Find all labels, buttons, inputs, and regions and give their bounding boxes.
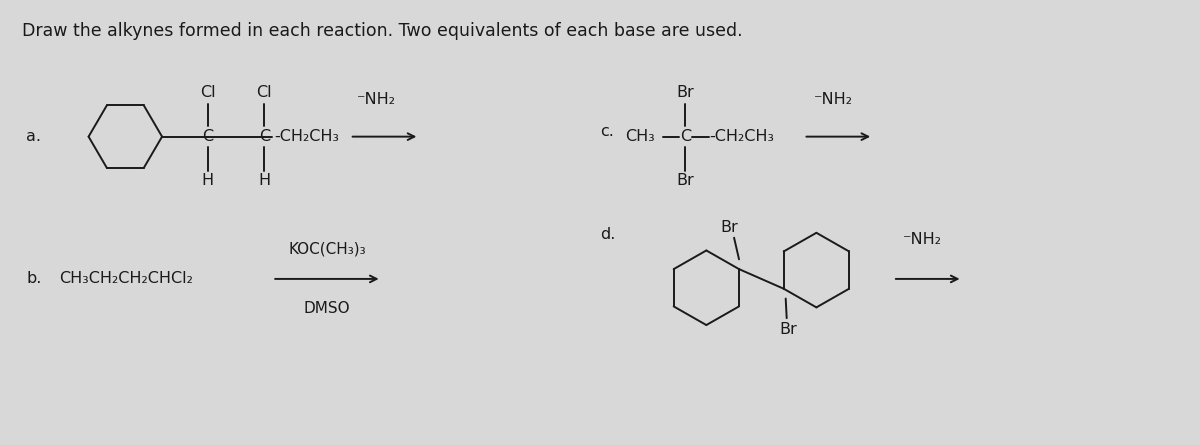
Text: KOC(CH₃)₃: KOC(CH₃)₃ [288,241,366,256]
Text: Br: Br [780,323,798,337]
Text: ⁻NH₂: ⁻NH₂ [904,232,942,247]
Text: CH₃: CH₃ [625,129,654,144]
Text: Br: Br [677,85,695,100]
Text: ⁻NH₂: ⁻NH₂ [358,92,396,107]
Text: c.: c. [600,124,614,139]
Text: Br: Br [677,173,695,188]
Text: -CH₂CH₃: -CH₂CH₃ [275,129,340,144]
Text: d.: d. [600,227,616,242]
Text: H: H [202,173,214,188]
Text: b.: b. [26,271,41,287]
Text: DMSO: DMSO [304,301,350,316]
Text: Draw the alkynes formed in each reaction. Two equivalents of each base are used.: Draw the alkynes formed in each reaction… [22,22,743,40]
Text: C: C [259,129,270,144]
Text: C: C [202,129,214,144]
Text: H: H [258,173,270,188]
Text: CH₃CH₂CH₂CHCl₂: CH₃CH₂CH₂CHCl₂ [59,271,193,287]
Text: Cl: Cl [200,85,216,100]
Text: Cl: Cl [257,85,272,100]
Text: ⁻NH₂: ⁻NH₂ [814,92,853,107]
Text: Br: Br [720,220,738,235]
Text: -CH₂CH₃: -CH₂CH₃ [709,129,774,144]
Text: a.: a. [26,129,41,144]
Text: C: C [680,129,691,144]
